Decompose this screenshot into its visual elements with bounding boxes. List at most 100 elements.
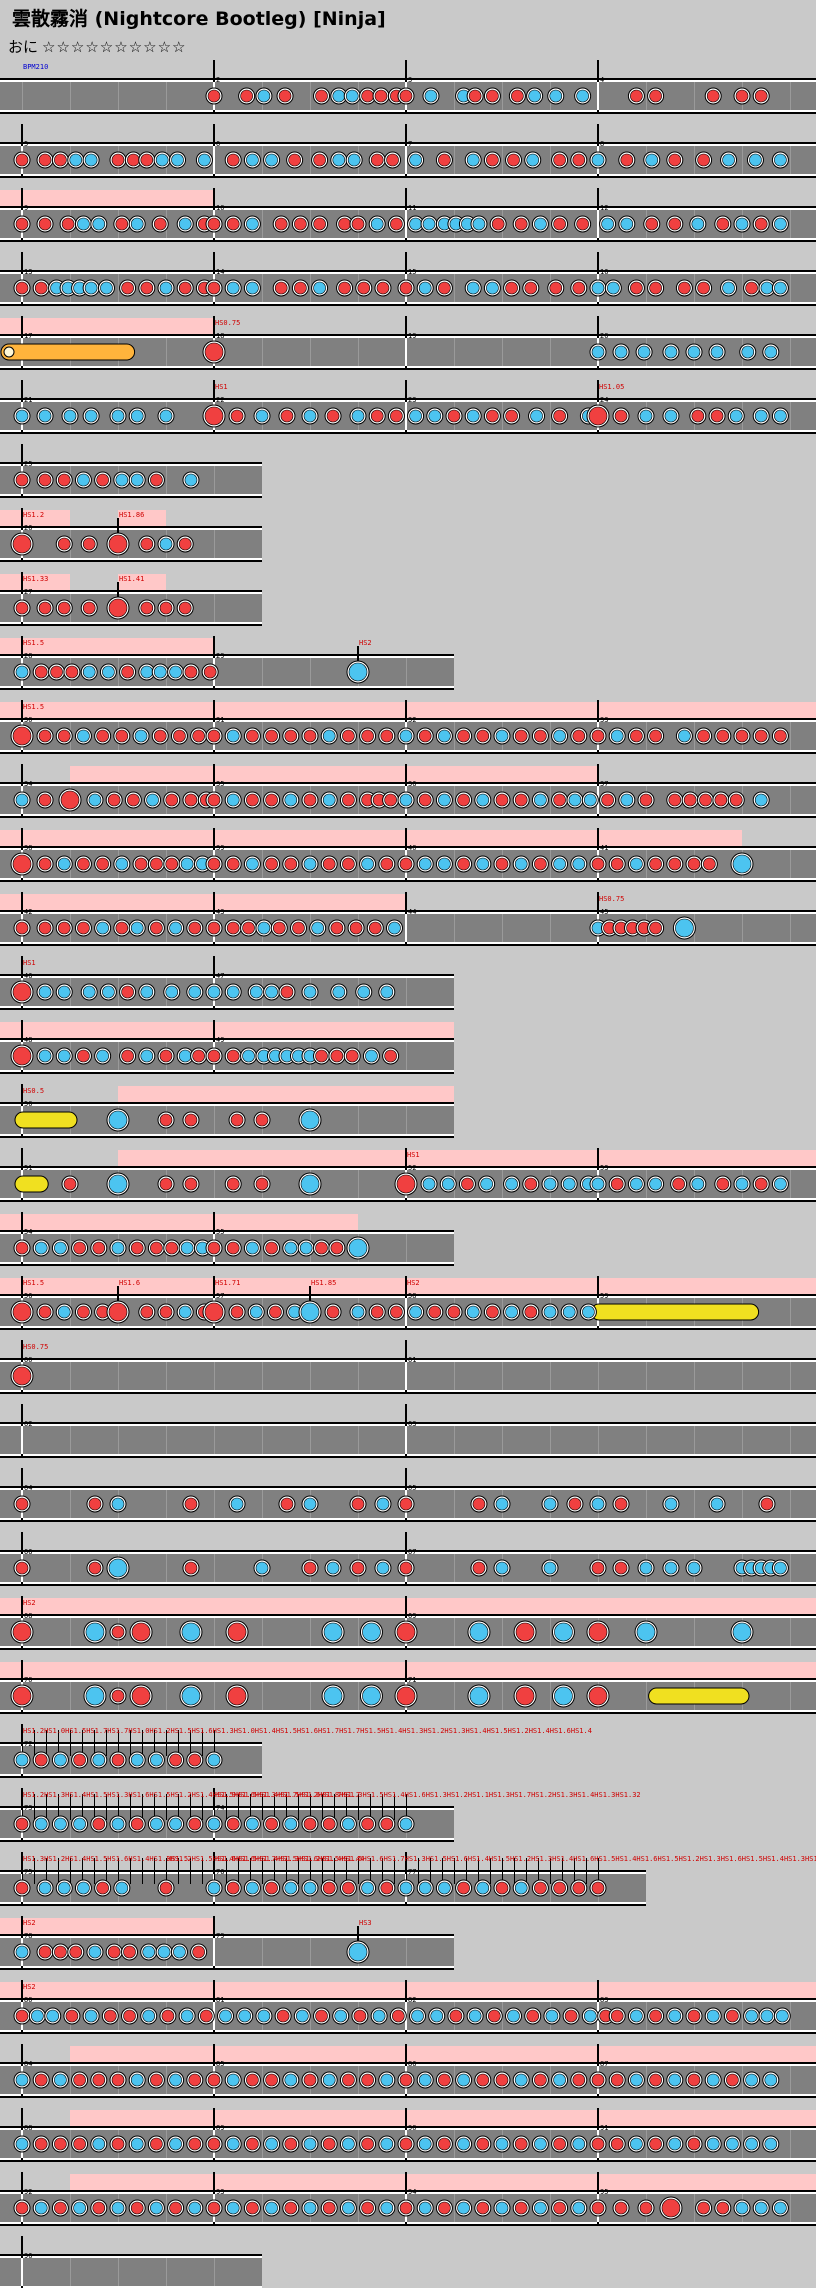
note-rim bbox=[228, 1495, 246, 1513]
beat-tick bbox=[742, 2194, 743, 2222]
note-face bbox=[591, 153, 605, 167]
don-note bbox=[36, 791, 54, 809]
ka-note bbox=[579, 407, 597, 425]
don-note bbox=[282, 727, 300, 745]
note-rim bbox=[13, 1559, 31, 1577]
note-rim bbox=[182, 1175, 200, 1193]
ka-note bbox=[362, 1047, 380, 1065]
note-face bbox=[664, 345, 678, 359]
note-rim bbox=[720, 151, 738, 169]
note-rim bbox=[474, 855, 492, 873]
measure-number: 70 bbox=[24, 1676, 32, 1684]
ka-note bbox=[618, 791, 636, 809]
beat-tick bbox=[694, 146, 695, 174]
don-note bbox=[570, 727, 588, 745]
note-rim bbox=[714, 2199, 732, 2217]
note-rim bbox=[332, 2007, 350, 2025]
note-rim bbox=[349, 1559, 367, 1577]
note-face bbox=[514, 217, 528, 231]
don-big-note bbox=[586, 1684, 610, 1708]
note-rim bbox=[94, 1047, 112, 1065]
beat-tick bbox=[358, 1618, 359, 1646]
don-note bbox=[387, 1303, 405, 1321]
lane-edge-top bbox=[0, 2192, 816, 2194]
beat-tick bbox=[310, 146, 311, 174]
ka-note bbox=[167, 663, 185, 681]
measure-number: 76 bbox=[216, 1868, 224, 1876]
note-rim bbox=[10, 1620, 34, 1644]
note-face bbox=[576, 89, 589, 103]
lane-border-bottom bbox=[0, 560, 262, 562]
note-rim bbox=[32, 1751, 50, 1769]
note-rim bbox=[167, 2071, 185, 2089]
measure-line bbox=[405, 124, 407, 176]
beat-tick bbox=[646, 338, 647, 366]
beat-tick bbox=[598, 722, 599, 750]
beat-tick bbox=[550, 1362, 551, 1390]
note-face bbox=[370, 217, 384, 231]
beat-tick bbox=[790, 210, 791, 238]
note-rim bbox=[541, 1303, 559, 1321]
beat-tick bbox=[262, 2130, 263, 2158]
beat-tick bbox=[598, 786, 599, 814]
ka-note bbox=[99, 983, 117, 1001]
note-face bbox=[131, 1622, 151, 1642]
speed-change-line bbox=[82, 1858, 83, 1884]
lane bbox=[0, 2258, 262, 2286]
note-rim bbox=[128, 1815, 146, 1833]
note-rim bbox=[282, 1239, 300, 1257]
measure-line bbox=[21, 380, 23, 432]
ka-note bbox=[339, 2199, 357, 2217]
beat-tick bbox=[646, 2130, 647, 2158]
beat-tick bbox=[550, 146, 551, 174]
measure-line-lane bbox=[405, 850, 407, 878]
note-rim bbox=[589, 279, 607, 297]
note-face bbox=[34, 2073, 48, 2087]
note-face bbox=[553, 729, 566, 743]
beat-tick bbox=[502, 146, 503, 174]
measure-number: 14 bbox=[216, 268, 224, 276]
beat-tick bbox=[118, 2130, 119, 2158]
note-rim bbox=[205, 2071, 223, 2089]
row-25: 70 71 bbox=[0, 1660, 816, 1714]
ka-note bbox=[474, 855, 492, 873]
note-face bbox=[476, 2201, 490, 2215]
beat-tick bbox=[742, 1490, 743, 1518]
note-rim bbox=[86, 1943, 104, 1961]
note-rim bbox=[119, 279, 137, 297]
note-rim bbox=[157, 1303, 175, 1321]
measure-line bbox=[405, 1468, 407, 1520]
beat-tick bbox=[790, 850, 791, 878]
note-face bbox=[192, 1049, 205, 1063]
note-rim bbox=[282, 1879, 300, 1897]
beat-tick bbox=[214, 1426, 215, 1454]
ka-note bbox=[224, 2199, 242, 2217]
note-face bbox=[73, 2073, 86, 2087]
ka-note bbox=[662, 1559, 680, 1577]
ka-note bbox=[752, 2199, 770, 2217]
measure-line-lane bbox=[597, 2002, 599, 2030]
ka-note bbox=[666, 2071, 684, 2089]
ka-note bbox=[243, 1239, 261, 1257]
note-rim bbox=[182, 471, 200, 489]
speed-change-line bbox=[130, 1730, 131, 1756]
don-note bbox=[368, 407, 386, 425]
note-face bbox=[591, 1561, 605, 1575]
lane-border-bottom bbox=[0, 1584, 816, 1586]
note-rim bbox=[551, 2199, 569, 2217]
note-rim bbox=[80, 663, 98, 681]
note-rim bbox=[666, 151, 684, 169]
don-note bbox=[551, 407, 569, 425]
beat-tick bbox=[646, 722, 647, 750]
beat-tick bbox=[358, 338, 359, 366]
note-rim bbox=[478, 1175, 496, 1193]
note-rim bbox=[704, 87, 722, 105]
note-rim bbox=[347, 919, 365, 937]
note-rim bbox=[746, 151, 764, 169]
note-face bbox=[284, 1817, 298, 1831]
note-rim bbox=[157, 599, 175, 617]
don-note bbox=[55, 535, 73, 553]
note-face bbox=[130, 2201, 144, 2215]
